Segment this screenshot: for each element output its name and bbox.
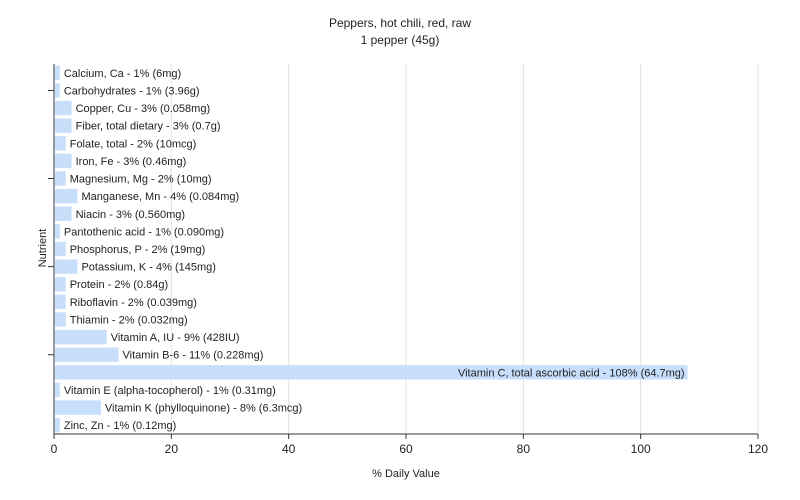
- bar: [55, 382, 60, 398]
- bar-label: Riboflavin - 2% (0.039mg): [70, 297, 197, 309]
- bar-label: Pantothenic acid - 1% (0.090mg): [64, 226, 224, 238]
- x-axis-label: % Daily Value: [372, 468, 440, 480]
- bar: [55, 400, 101, 415]
- bar: [55, 188, 78, 204]
- bar-label: Copper, Cu - 3% (0.058mg): [76, 103, 211, 115]
- bar-label: Iron, Fe - 3% (0.46mg): [76, 156, 187, 168]
- bar-label: Carbohydrates - 1% (3.96g): [64, 85, 200, 97]
- x-tick-label: 0: [51, 442, 58, 456]
- x-tick-label: 60: [399, 442, 413, 456]
- bar: [55, 206, 72, 221]
- x-tick-label: 40: [282, 442, 296, 456]
- bar: [55, 329, 107, 345]
- x-tick-label: 20: [165, 442, 179, 456]
- bar-label: Vitamin K (phylloquinone) - 8% (6.3mcg): [105, 403, 302, 415]
- bar: [55, 347, 119, 362]
- bar-labels: Calcium, Ca - 1% (6mg) Carbohydrates - 1%…: [64, 68, 685, 432]
- bar-label: Vitamin E (alpha-tocopherol) - 1% (0.31m…: [64, 385, 276, 397]
- bar-label: Fiber, total dietary - 3% (0.7g): [76, 121, 221, 133]
- bar: [55, 277, 66, 292]
- bar-label: Vitamin C, total ascorbic acid - 108% (6…: [458, 367, 685, 379]
- bar-label: Vitamin A, IU - 9% (428IU): [111, 332, 240, 344]
- bar-label: Phosphorus, P - 2% (19mg): [70, 244, 206, 256]
- x-ticks: 0 20 40 60 80 100 120: [51, 434, 768, 456]
- bar: [55, 224, 60, 239]
- y-ticks: [48, 89, 54, 356]
- bar-label: Zinc, Zn - 1% (0.12mg): [64, 420, 176, 432]
- bar: [55, 241, 66, 257]
- bar: [55, 365, 688, 380]
- bar-label: Magnesium, Mg - 2% (10mg): [70, 174, 212, 186]
- chart-subtitle: 1 pepper (45g): [361, 33, 440, 47]
- bar-label: Vitamin B-6 - 11% (0.228mg): [123, 350, 264, 362]
- x-tick-label: 120: [748, 442, 768, 456]
- x-tick-label: 100: [631, 442, 651, 456]
- grid-lines: [170, 64, 759, 434]
- bar: [55, 171, 66, 186]
- bar-label: Calcium, Ca - 1% (6mg): [64, 68, 181, 80]
- chart-title: Peppers, hot chili, red, raw: [329, 16, 471, 30]
- bar-label: Manganese, Mn - 4% (0.084mg): [81, 191, 239, 203]
- bar: [55, 259, 78, 274]
- bar: [55, 100, 72, 116]
- bar-label: Folate, total - 2% (10mcg): [70, 138, 197, 150]
- y-axis-label: Nutrient: [37, 229, 49, 268]
- x-tick-label: 80: [517, 442, 531, 456]
- bar-label: Potassium, K - 4% (145mg): [81, 262, 216, 274]
- bar: [55, 83, 60, 98]
- bar: [55, 136, 66, 151]
- bar-label: Thiamin - 2% (0.032mg): [70, 314, 188, 326]
- bar: [55, 294, 66, 310]
- bar: [55, 153, 72, 169]
- bar-label: Protein - 2% (0.84g): [70, 279, 168, 291]
- bar: [55, 65, 60, 81]
- bar-label: Niacin - 3% (0.560mg): [76, 209, 185, 221]
- bar: [55, 118, 72, 133]
- bars: [55, 65, 688, 433]
- bar: [55, 417, 60, 433]
- bar: [55, 312, 66, 327]
